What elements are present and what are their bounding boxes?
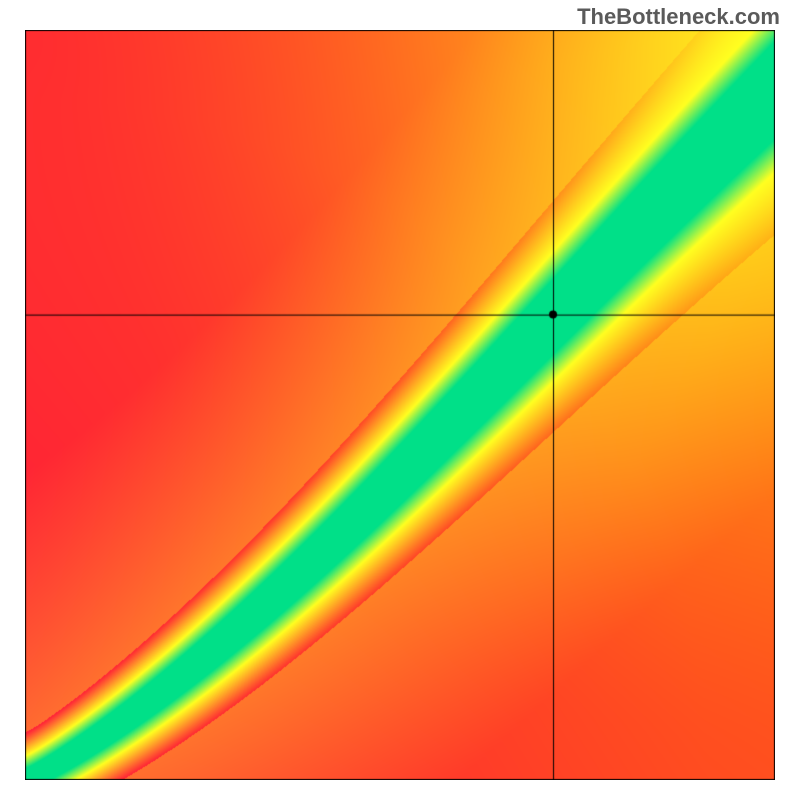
heatmap-canvas bbox=[25, 30, 775, 780]
bottleneck-heatmap bbox=[25, 30, 775, 780]
watermark-text: TheBottleneck.com bbox=[577, 4, 780, 30]
